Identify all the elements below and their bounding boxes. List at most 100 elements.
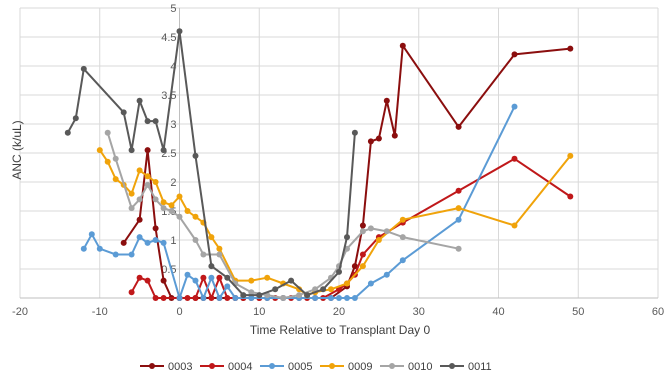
data-point-0011 xyxy=(176,28,183,35)
data-point-0003 xyxy=(567,45,574,52)
data-point-0009 xyxy=(359,263,366,270)
data-point-0011 xyxy=(160,147,167,154)
data-point-0010 xyxy=(359,228,366,235)
x-tick-label: 0 xyxy=(176,306,182,318)
data-point-0003 xyxy=(160,277,167,284)
data-point-0005 xyxy=(128,251,135,258)
legend-swatch-marker xyxy=(389,363,395,369)
legend-swatch-marker xyxy=(449,363,455,369)
data-point-0003 xyxy=(399,42,406,49)
data-point-0005 xyxy=(88,231,95,238)
legend-label: 0004 xyxy=(228,361,252,373)
series-line-0011 xyxy=(66,30,356,297)
legend: 0003 0004 0005 0009 0010 0011 xyxy=(140,361,492,373)
data-point-0005 xyxy=(224,283,231,290)
data-point-0009 xyxy=(112,176,119,183)
data-point-0011 xyxy=(240,292,247,299)
data-point-0009 xyxy=(216,245,223,252)
data-point-0009 xyxy=(455,205,462,212)
data-point-0010 xyxy=(248,289,255,296)
data-point-0010 xyxy=(128,205,135,212)
data-point-0009 xyxy=(104,158,111,165)
data-point-0009 xyxy=(328,286,334,293)
data-point-0011 xyxy=(120,109,127,116)
data-point-0003 xyxy=(144,147,151,154)
y-tick-label: 3.5 xyxy=(161,90,176,102)
data-point-0004 xyxy=(359,251,366,258)
x-tick-label: 30 xyxy=(413,306,425,318)
data-point-0005 xyxy=(176,295,183,301)
data-point-0005 xyxy=(248,295,255,301)
data-point-0010 xyxy=(280,295,287,301)
legend-swatch-marker xyxy=(329,363,335,369)
data-point-0003 xyxy=(120,239,127,246)
data-point-0010 xyxy=(455,245,462,252)
data-point-0009 xyxy=(208,234,215,241)
data-point-0005 xyxy=(399,257,406,264)
data-point-0009 xyxy=(152,179,159,185)
data-point-0003 xyxy=(375,135,382,142)
data-point-0011 xyxy=(304,292,311,299)
data-point-0010 xyxy=(168,208,175,214)
legend-item-0004: 0004 xyxy=(200,361,252,373)
data-point-0003 xyxy=(367,138,374,145)
data-point-0011 xyxy=(288,277,295,284)
data-point-0004 xyxy=(216,274,223,281)
data-point-0005 xyxy=(216,295,223,301)
y-tick-label: 1 xyxy=(170,235,176,247)
series-group xyxy=(64,28,574,301)
data-point-0010 xyxy=(296,292,303,299)
data-point-0003 xyxy=(351,263,358,270)
data-point-0009 xyxy=(375,237,382,243)
data-point-0009 xyxy=(192,213,199,220)
data-point-0009 xyxy=(184,208,191,214)
data-point-0004 xyxy=(152,295,159,301)
x-tick-label: 40 xyxy=(492,306,504,318)
data-point-0009 xyxy=(399,216,406,223)
legend-item-0005: 0005 xyxy=(260,361,312,373)
legend-label: 0011 xyxy=(468,361,492,373)
data-point-0010 xyxy=(367,225,374,232)
data-point-0010 xyxy=(136,196,143,203)
data-point-0011 xyxy=(224,274,231,281)
data-point-0004 xyxy=(567,193,574,200)
data-point-0011 xyxy=(320,286,327,293)
data-point-0005 xyxy=(455,216,462,223)
legend-label: 0005 xyxy=(288,361,312,373)
data-point-0005 xyxy=(336,295,342,301)
x-tick-label: 50 xyxy=(572,306,584,318)
data-point-0004 xyxy=(160,295,167,301)
data-point-0011 xyxy=(144,118,151,125)
x-tick-label: 20 xyxy=(333,306,345,318)
data-point-0005 xyxy=(112,251,119,258)
legend-item-0009: 0009 xyxy=(320,361,372,373)
data-point-0009 xyxy=(176,193,183,200)
data-point-0009 xyxy=(128,190,135,197)
data-point-0009 xyxy=(168,202,175,209)
data-point-0009 xyxy=(344,280,350,287)
x-tick-label: 60 xyxy=(652,306,664,318)
data-point-0009 xyxy=(264,274,271,281)
data-point-0011 xyxy=(344,234,350,241)
data-point-0005 xyxy=(80,245,87,252)
legend-label: 0003 xyxy=(168,361,192,373)
data-point-0005 xyxy=(511,103,518,110)
legend-swatch-marker xyxy=(269,363,275,369)
data-point-0004 xyxy=(511,155,518,162)
data-point-0011 xyxy=(64,129,71,136)
legend-swatch-marker xyxy=(149,363,155,369)
y-tick-label: 3 xyxy=(170,119,176,131)
data-point-0009 xyxy=(96,147,103,154)
data-point-0005 xyxy=(208,274,215,281)
data-point-0011 xyxy=(351,129,358,136)
data-point-0011 xyxy=(256,292,263,299)
x-axis-label: Time Relative to Transplant Day 0 xyxy=(250,323,431,337)
series-0009 xyxy=(96,147,574,299)
data-point-0010 xyxy=(200,251,207,258)
series-0010 xyxy=(104,129,462,301)
data-point-0003 xyxy=(152,225,159,232)
series-line-0003 xyxy=(122,44,571,299)
data-point-0005 xyxy=(192,277,199,284)
